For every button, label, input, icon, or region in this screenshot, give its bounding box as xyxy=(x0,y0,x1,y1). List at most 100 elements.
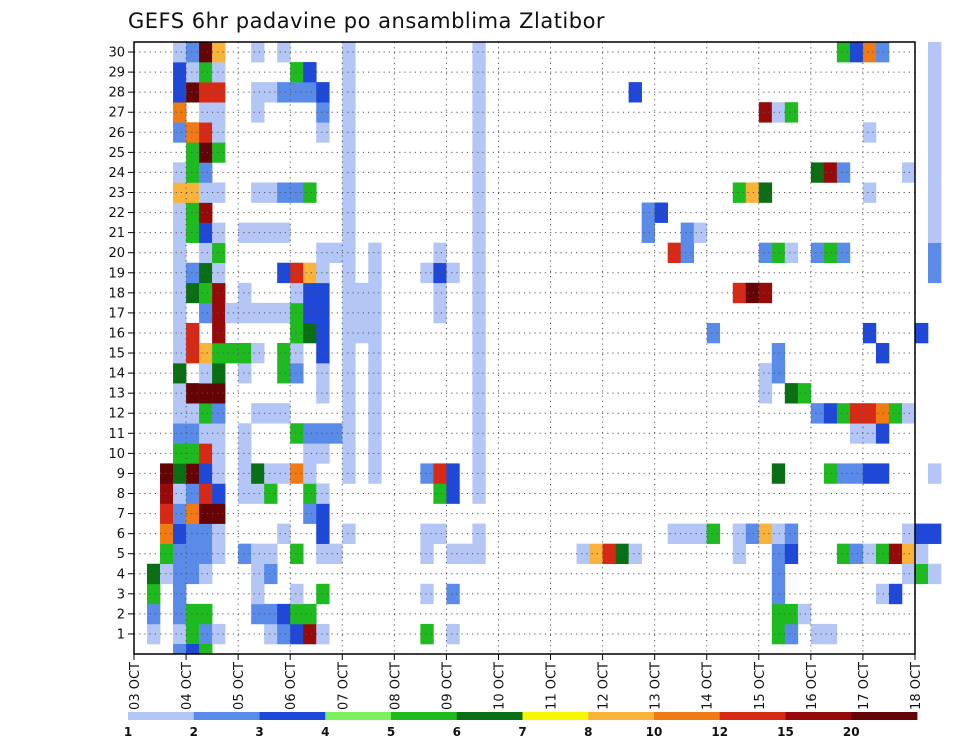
y-tick-label: 11 xyxy=(108,427,125,442)
heat-cell xyxy=(147,583,161,605)
grid-lines xyxy=(134,42,915,654)
heat-cell xyxy=(199,302,213,324)
heat-cell xyxy=(199,162,213,183)
heat-cell xyxy=(758,523,773,544)
heat-cell xyxy=(342,182,356,203)
heat-cell xyxy=(641,222,655,243)
heat-cell xyxy=(342,242,356,264)
y-tick-label: 24 xyxy=(108,166,125,181)
heat-cell xyxy=(212,423,226,444)
heat-cell xyxy=(784,603,799,625)
heat-cell xyxy=(342,443,356,464)
heat-cell xyxy=(264,222,278,243)
heat-cell xyxy=(758,182,773,203)
heat-cell xyxy=(173,322,187,344)
heat-cell xyxy=(147,603,161,625)
heat-cell xyxy=(199,282,213,304)
heat-cell xyxy=(199,603,213,625)
heat-cell xyxy=(212,182,226,203)
heat-cell xyxy=(303,62,317,83)
heat-cell xyxy=(758,363,773,384)
x-tick-label: 15 OCT xyxy=(753,662,768,710)
heat-cell xyxy=(732,523,747,544)
heat-cell xyxy=(329,543,343,565)
heat-cell xyxy=(342,102,356,123)
heat-cell xyxy=(901,563,916,585)
heat-cell xyxy=(264,483,278,504)
heat-cell xyxy=(160,543,174,565)
heat-cell xyxy=(368,282,382,304)
heat-cell xyxy=(862,423,877,444)
x-tick-label: 08 OCT xyxy=(388,662,403,710)
heat-cell xyxy=(342,322,356,344)
legend-swatch xyxy=(522,712,589,720)
heat-cell xyxy=(915,322,929,344)
heat-cell xyxy=(928,262,942,284)
heat-cell xyxy=(212,262,226,284)
heat-cell xyxy=(862,122,877,143)
heat-cell xyxy=(199,383,213,404)
heat-cell xyxy=(472,42,486,63)
heat-cell xyxy=(928,222,942,243)
heat-cell xyxy=(680,222,695,243)
heat-cell xyxy=(186,222,200,243)
heat-cell xyxy=(173,583,187,605)
heat-cell xyxy=(862,463,877,484)
heat-cell xyxy=(199,423,213,444)
heat-cell xyxy=(160,503,174,524)
heat-cell xyxy=(797,383,812,404)
heat-cell xyxy=(316,343,330,364)
x-tick-label: 16 OCT xyxy=(805,662,820,710)
legend-swatch xyxy=(719,712,786,720)
heat-cell xyxy=(212,343,226,364)
heat-cell xyxy=(342,142,356,163)
heat-cell xyxy=(732,543,747,565)
heat-cell xyxy=(745,282,760,304)
heat-cell xyxy=(706,322,721,344)
heat-cell xyxy=(173,62,187,83)
heat-cell xyxy=(277,403,291,424)
heat-cell xyxy=(849,543,864,565)
heat-cell xyxy=(186,42,200,63)
heat-cell xyxy=(290,603,304,625)
heat-cell xyxy=(928,463,942,484)
heat-cell xyxy=(836,242,851,264)
heat-cell xyxy=(303,82,317,103)
heat-cell xyxy=(901,523,916,544)
y-tick-label: 12 xyxy=(108,407,125,422)
heat-cell xyxy=(368,322,382,344)
y-tick-label: 26 xyxy=(108,126,125,141)
heat-cell xyxy=(316,383,330,404)
heat-cell xyxy=(186,423,200,444)
heat-cell xyxy=(784,383,799,404)
heat-cell xyxy=(160,563,174,585)
heat-cell xyxy=(238,463,252,484)
heat-cell xyxy=(251,102,265,123)
heat-cell xyxy=(238,343,252,364)
heat-cell xyxy=(355,302,369,324)
heat-cell xyxy=(472,262,486,284)
heat-cell xyxy=(472,162,486,183)
x-tick-label: 12 OCT xyxy=(597,662,612,710)
heat-cell xyxy=(173,282,187,304)
y-tick-label: 9 xyxy=(117,467,125,482)
heat-cell xyxy=(251,222,265,243)
heat-cell xyxy=(238,443,252,464)
legend-label: 10 xyxy=(646,725,663,739)
heat-cell xyxy=(212,543,226,565)
heat-cell xyxy=(901,162,916,183)
heat-cell xyxy=(199,543,213,565)
heat-cell xyxy=(928,242,942,264)
y-tick-label: 13 xyxy=(108,387,125,402)
heat-cell xyxy=(212,463,226,484)
heat-cell xyxy=(290,463,304,484)
heat-cell xyxy=(316,503,330,524)
heat-cell xyxy=(173,262,187,284)
heat-cell xyxy=(212,62,226,83)
heat-cell xyxy=(810,242,825,264)
heat-cell xyxy=(433,523,447,544)
data-cells xyxy=(147,42,942,655)
heat-cell xyxy=(915,563,929,585)
color-legend: 1 2 3 4 5 6 7 8 10 12 15 20 xyxy=(124,712,918,739)
